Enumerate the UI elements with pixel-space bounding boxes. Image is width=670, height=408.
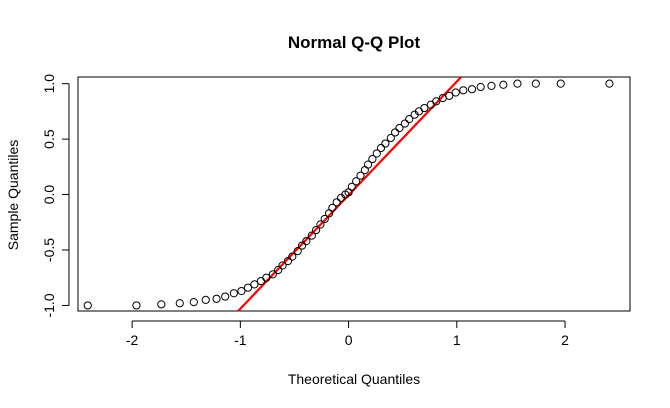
x-tick-label: -2 <box>126 332 139 348</box>
data-point <box>256 276 266 286</box>
data-point <box>332 198 341 207</box>
data-point <box>221 292 230 301</box>
data-point <box>381 139 390 148</box>
y-axis: -1.0 -0.5 0.0 0.5 1.0 <box>41 74 70 318</box>
data-point <box>368 154 377 164</box>
data-point <box>307 231 316 240</box>
data-point <box>132 301 141 310</box>
data-point <box>316 220 325 229</box>
data-point <box>189 298 198 307</box>
data-point <box>476 82 485 92</box>
data-point <box>372 149 381 158</box>
data-point <box>363 160 373 169</box>
y-tick-label: -0.5 <box>41 238 57 262</box>
data-point <box>605 79 614 88</box>
x-tick-label: -1 <box>234 332 247 348</box>
data-point <box>386 133 395 143</box>
y-tick-label: 1.0 <box>41 74 57 94</box>
data-point <box>451 88 460 97</box>
data-point <box>487 81 496 90</box>
data-point <box>302 237 311 246</box>
data-point <box>556 79 565 88</box>
data-point <box>445 91 454 100</box>
data-point <box>288 252 297 261</box>
data-point <box>157 300 166 309</box>
data-point <box>499 80 508 89</box>
y-tick-label: 0.0 <box>41 185 57 205</box>
data-point <box>268 270 277 279</box>
y-tick-label: 0.5 <box>41 129 57 149</box>
data-point <box>420 103 429 113</box>
data-point <box>201 295 210 305</box>
data-point <box>352 177 361 186</box>
y-axis-label: Sample Quantiles <box>5 140 21 251</box>
data-point <box>400 119 409 128</box>
data-point <box>376 143 386 153</box>
data-point <box>243 283 253 292</box>
data-point <box>83 301 92 310</box>
data-point <box>459 86 468 95</box>
data-point <box>278 261 287 270</box>
data-point <box>391 128 400 137</box>
x-axis-label: Theoretical Quantiles <box>288 371 420 387</box>
x-tick-label: 1 <box>453 332 461 348</box>
data-point <box>513 79 522 88</box>
reference-line <box>237 76 462 312</box>
data-point <box>293 247 302 256</box>
data-point <box>212 294 221 303</box>
data-point <box>328 203 337 212</box>
data-point <box>250 280 259 289</box>
data-point <box>356 171 365 180</box>
data-point <box>297 241 307 250</box>
data-point <box>347 182 356 191</box>
data-point <box>320 214 329 224</box>
data-points <box>83 79 614 310</box>
data-point <box>531 79 540 88</box>
data-point <box>467 85 477 94</box>
chart-title: Normal Q-Q Plot <box>288 33 421 52</box>
y-tick-label: -1.0 <box>41 293 57 317</box>
plot-area <box>77 76 631 312</box>
data-point <box>283 256 293 266</box>
data-point <box>395 123 404 133</box>
data-point <box>312 225 321 235</box>
data-point <box>237 286 246 296</box>
x-axis: -2 -1 0 1 2 <box>126 320 569 348</box>
data-point <box>175 299 184 308</box>
plot-frame <box>77 76 631 312</box>
data-point <box>274 265 283 275</box>
data-point <box>405 115 414 124</box>
data-point <box>262 273 271 282</box>
data-point <box>432 97 441 106</box>
data-point <box>229 289 238 298</box>
x-tick-label: 0 <box>345 332 353 348</box>
x-tick-label: 2 <box>561 332 569 348</box>
